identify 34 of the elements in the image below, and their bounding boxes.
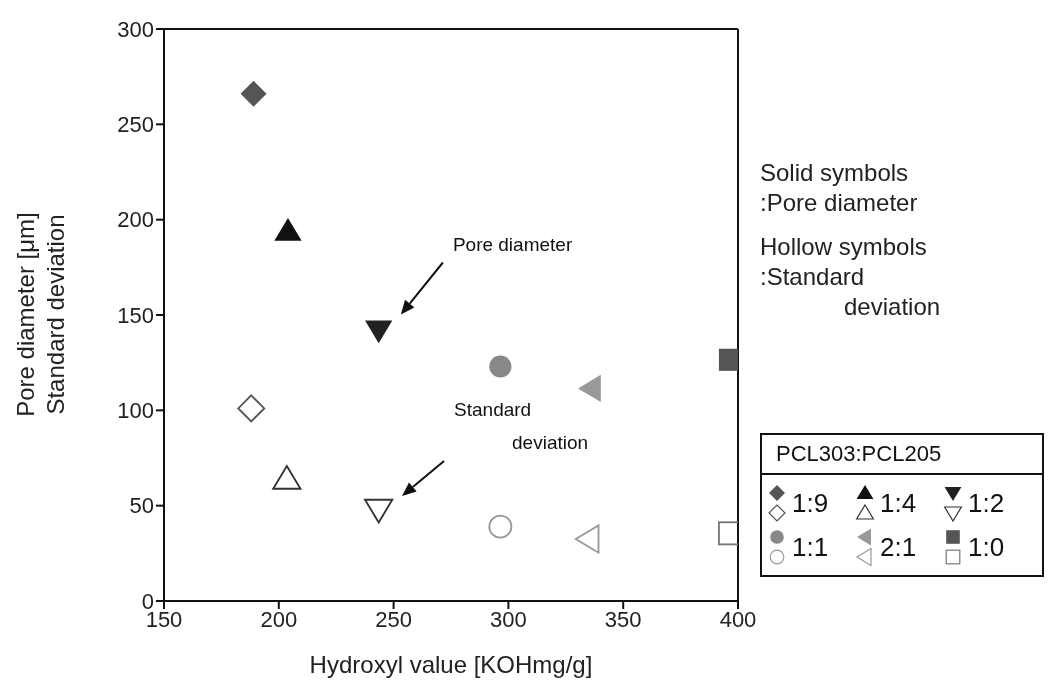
annotation: Standard deviation <box>454 398 589 453</box>
point <box>237 394 266 423</box>
point <box>272 465 302 490</box>
legend-label: 1:9 <box>792 487 829 519</box>
point <box>489 355 512 378</box>
text: Hollow symbols :Standard deviation <box>760 232 941 322</box>
x-axis-title: Hydroxyl value [KOHmg/g] <box>309 651 593 678</box>
x-tick-label: 300 <box>490 606 527 632</box>
legend-label: 2:1 <box>880 531 917 563</box>
point <box>274 218 302 241</box>
y-tick-label: 200 <box>117 207 154 233</box>
point <box>240 80 267 107</box>
text: Solid symbols :Pore diameter <box>760 158 919 218</box>
point <box>574 524 600 554</box>
x-tick-label: 200 <box>260 606 298 632</box>
x-tick-label: 350 <box>604 606 642 632</box>
y-tick-label: 100 <box>117 398 154 424</box>
y-tick-label: 250 <box>117 112 154 138</box>
point <box>488 514 513 539</box>
legend-label: 1:4 <box>880 487 917 519</box>
point <box>364 498 394 524</box>
y-tick-label: 300 <box>117 16 154 42</box>
y-tick-label: 150 <box>117 302 154 328</box>
y-axis-title: Pore diameter [μm] Standard deviation <box>12 212 69 417</box>
legend-label: 1:2 <box>968 487 1005 519</box>
legend-label: 1:1 <box>792 531 829 563</box>
x-tick-label: 400 <box>719 606 757 632</box>
y-tick-label: 50 <box>129 493 154 519</box>
point <box>578 374 601 403</box>
annotation: Pore diameter <box>452 233 573 255</box>
legend-title: PCL303:PCL205 <box>762 435 1042 475</box>
legend-label: 1:0 <box>968 531 1005 563</box>
point <box>365 320 393 344</box>
x-tick-label: 250 <box>375 606 412 632</box>
